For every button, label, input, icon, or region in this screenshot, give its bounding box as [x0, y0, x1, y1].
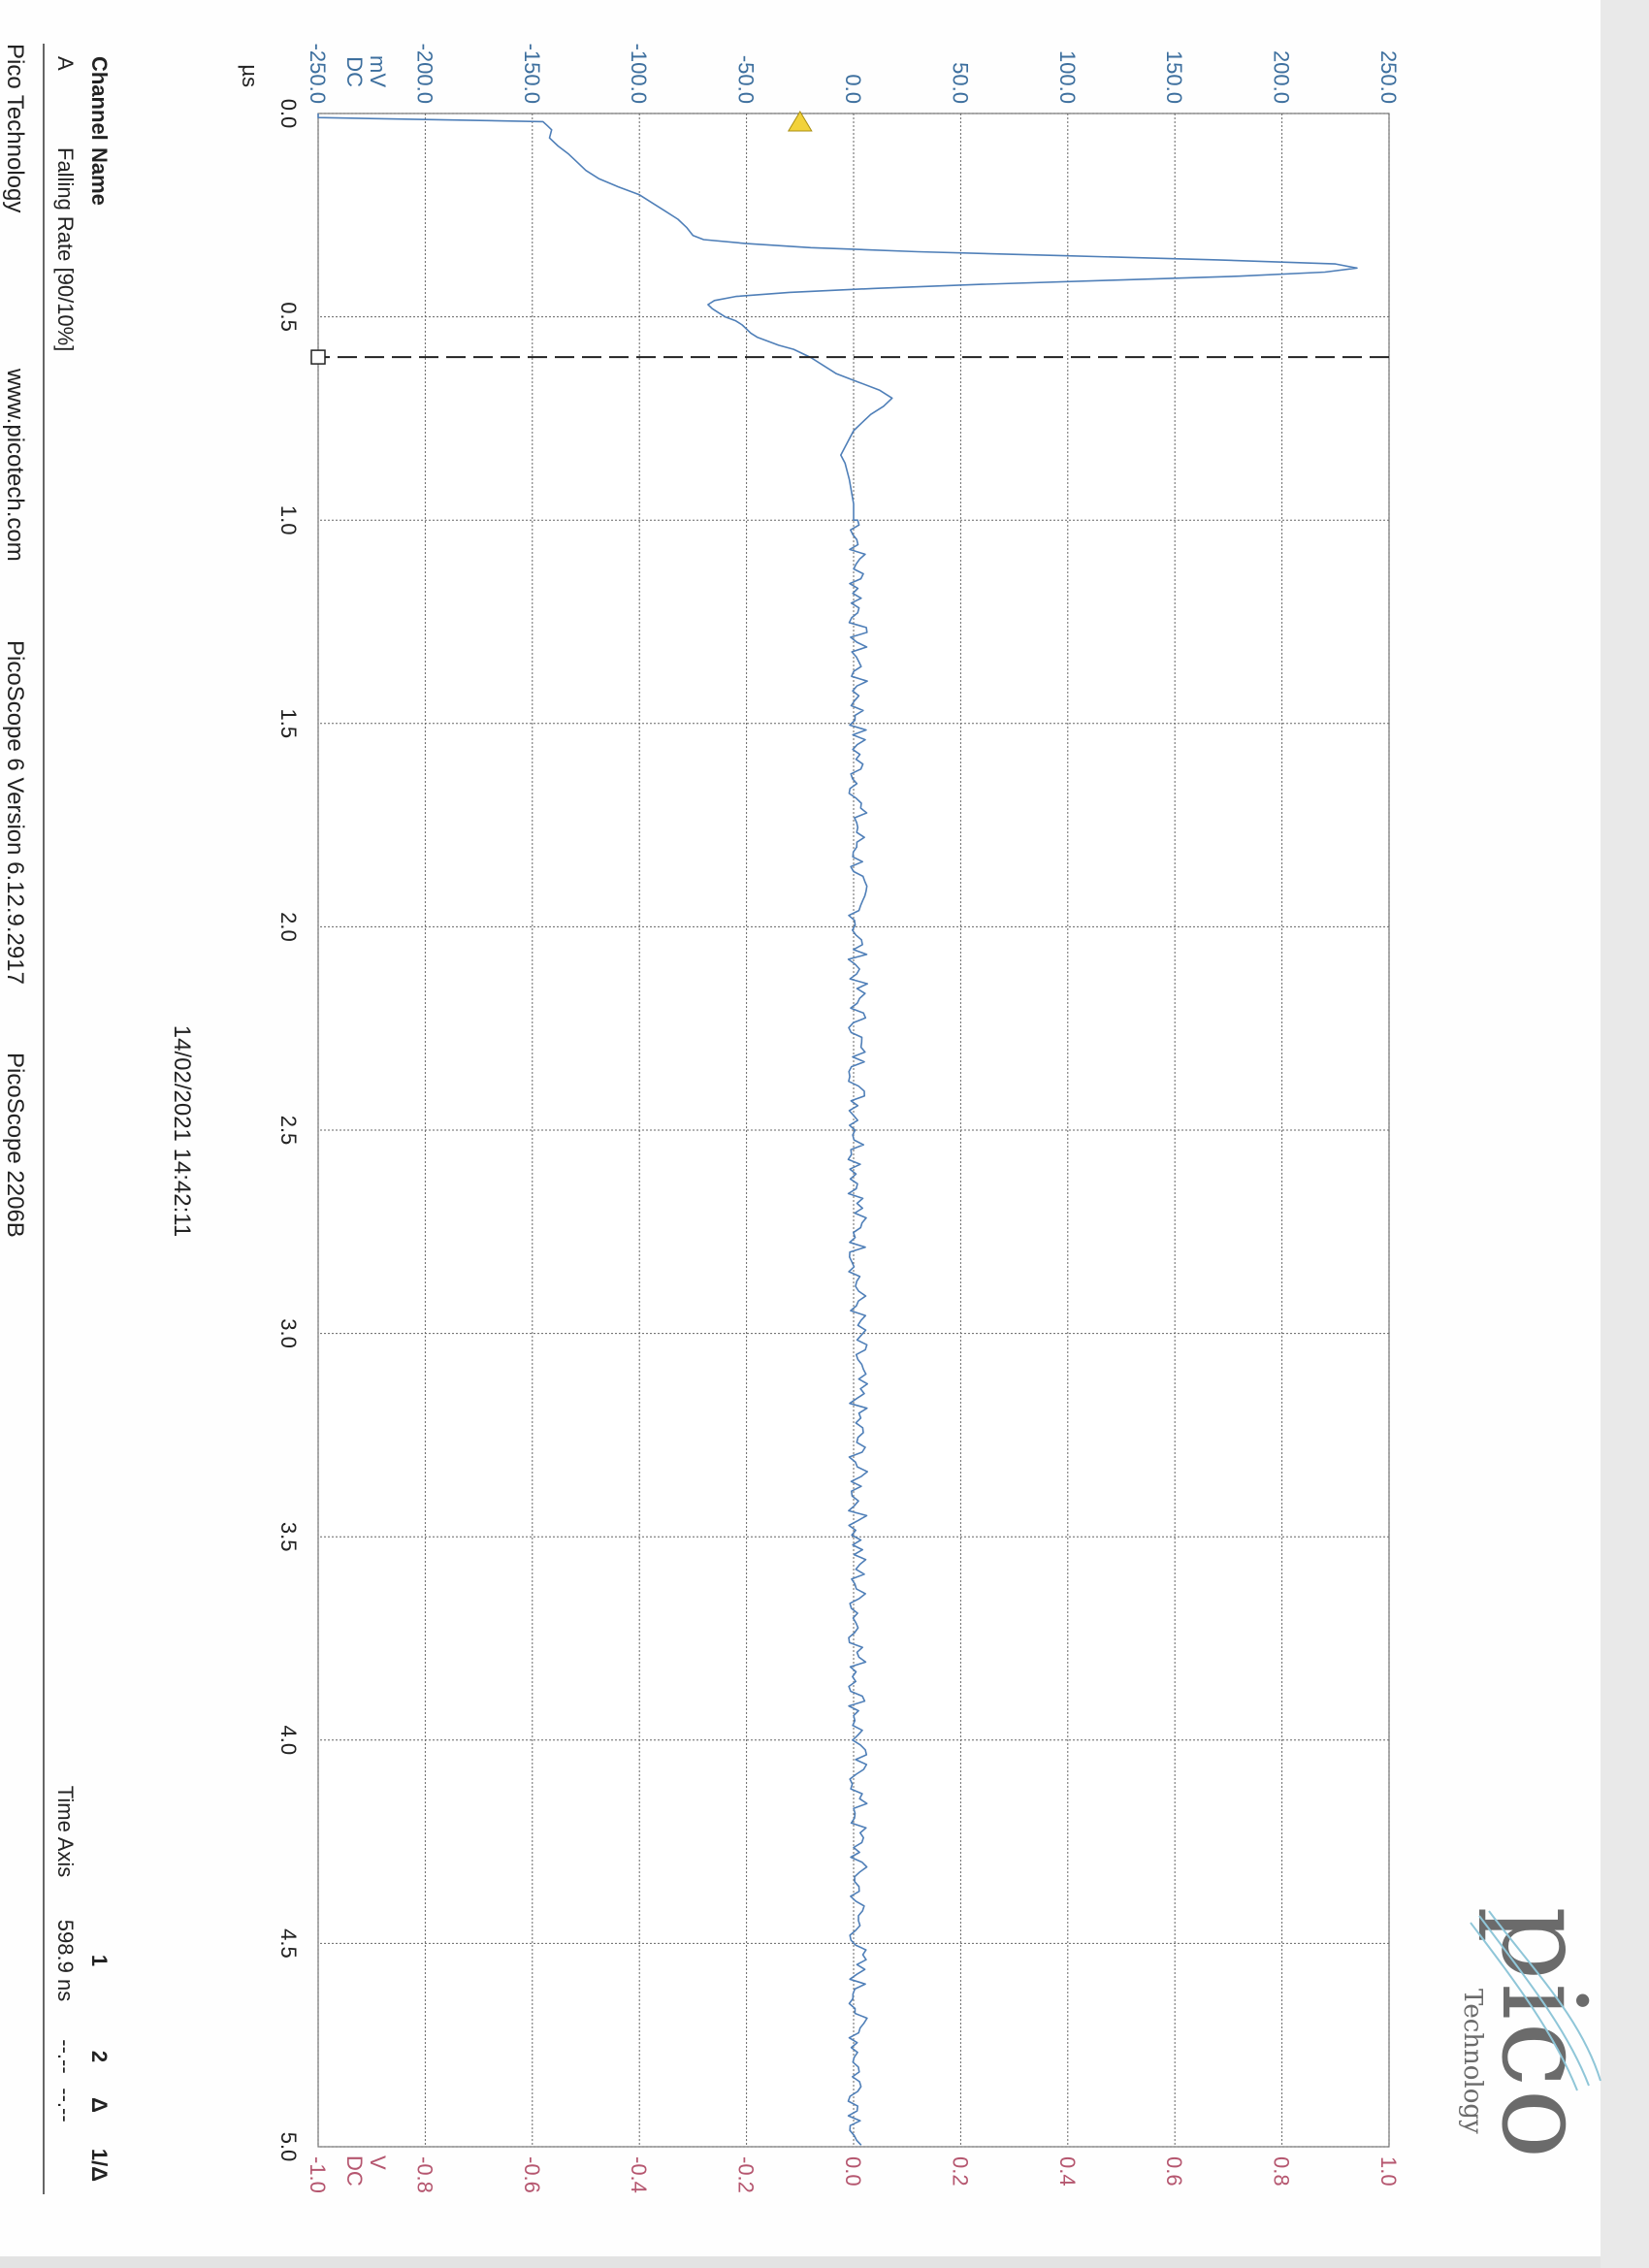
- ruler-col-2-header: 2: [87, 2051, 112, 2062]
- footer-company: Pico Technology: [2, 44, 28, 212]
- right-tick-label: -0.6: [520, 2156, 544, 2193]
- ruler-delta-value: --.--: [53, 2088, 78, 2122]
- name-header: Name: [87, 147, 112, 206]
- left-tick-label: 50.0: [948, 62, 972, 104]
- pico-logo-wordmark: pico: [1475, 1906, 1610, 2161]
- x-tick-label: 5.0: [276, 2132, 301, 2162]
- right-tick-label: 0.4: [1055, 2156, 1080, 2187]
- x-tick-label: 4.5: [276, 1928, 301, 1959]
- x-tick-label: 2.0: [276, 912, 301, 942]
- ruler-inverse-delta-header: 1/Δ: [87, 2149, 112, 2182]
- channel-a-id: A: [53, 56, 78, 71]
- x-tick-label: 0.0: [276, 99, 301, 129]
- footer-software: PicoScope 6 Version 6.12.9.2917: [2, 640, 28, 985]
- x-tick-label: 0.5: [276, 302, 301, 332]
- rotated-page: mV DC V DC µs -250.0 -200.0 -150.0 -100.0 -5…: [2, 44, 1610, 2194]
- x-tick-label: 3.5: [276, 1522, 301, 1552]
- left-tick-label: -100.0: [627, 44, 651, 104]
- ruler-1-value: 598.9 ns: [53, 1920, 78, 2001]
- right-tick-label: 0.2: [948, 2156, 972, 2187]
- footer-website: www.picotech.com: [2, 368, 28, 562]
- left-tick-label: -250.0: [306, 44, 330, 104]
- trigger-marker-icon[interactable]: [787, 111, 813, 132]
- ruler-delta-header: Δ: [87, 2097, 112, 2113]
- x-tick-label: 1.0: [276, 505, 301, 535]
- ruler-2-value: --.--: [53, 2039, 78, 2073]
- left-tick-label: -200.0: [412, 44, 436, 104]
- right-tick-label: 0.0: [841, 2156, 865, 2187]
- time-ruler-handle[interactable]: [310, 349, 326, 365]
- left-tick-label: 250.0: [1376, 50, 1401, 104]
- right-axis-coupling-label: DC: [342, 2155, 367, 2187]
- pico-logo: pico Technology: [1458, 1906, 1610, 2161]
- left-tick-label: 150.0: [1162, 50, 1186, 104]
- capture-timestamp: 14/02/2021 14:42:11: [169, 1025, 195, 1237]
- right-tick-label: 0.6: [1162, 2156, 1186, 2187]
- x-tick-label: 2.5: [276, 1116, 301, 1146]
- right-axis-ticks: -1.0 -0.8 -0.6 -0.4 -0.2 0.0 0.2 0.4 0.6 0.8 1.0: [306, 2156, 1401, 2193]
- right-tick-label: -0.8: [412, 2156, 436, 2193]
- left-tick-label: -150.0: [520, 44, 544, 104]
- right-tick-label: -1.0: [306, 2156, 330, 2193]
- x-tick-label: 4.0: [276, 1726, 301, 1756]
- logo-swoosh-icon: [1470, 1910, 1601, 2091]
- right-tick-label: 0.8: [1270, 2156, 1294, 2187]
- left-tick-label: -50.0: [734, 55, 759, 104]
- x-axis-ticks: 0.0 0.5 1.0 1.5 2.0 2.5 3.0 3.5 4.0 4.5 5.0: [276, 99, 301, 2162]
- x-tick-label: 1.5: [276, 709, 301, 739]
- left-axis-ticks: -250.0 -200.0 -150.0 -100.0 -50.0 0.0 50.0 100.…: [306, 44, 1401, 104]
- left-tick-label: 100.0: [1055, 50, 1080, 104]
- channel-a-trace: [317, 113, 1358, 2146]
- scan-border-bottom: [0, 2256, 1600, 2268]
- ruler-col-1-header: 1: [87, 1955, 112, 1966]
- channel-header: Channel: [87, 56, 112, 141]
- right-tick-label: -0.2: [734, 2156, 759, 2193]
- right-tick-label: -0.4: [627, 2156, 651, 2193]
- x-tick-label: 3.0: [276, 1318, 301, 1348]
- channel-a-name: Falling Rate [90/10%]: [53, 147, 78, 351]
- left-tick-label: 200.0: [1270, 50, 1294, 104]
- scan-border: [1600, 0, 1649, 2268]
- x-axis-unit-label: µs: [238, 64, 262, 87]
- left-tick-label: 0.0: [841, 74, 865, 104]
- footer-device: PicoScope 2206B: [2, 1053, 28, 1238]
- right-axis-unit-label: V: [366, 2155, 390, 2170]
- ruler-row-label: Time Axis: [53, 1786, 78, 1878]
- left-axis-coupling-label: DC: [342, 56, 367, 87]
- right-tick-label: 1.0: [1376, 2156, 1401, 2187]
- left-axis-unit-label: mV: [366, 55, 390, 87]
- pico-logo-subtext: Technology: [1458, 1989, 1487, 2134]
